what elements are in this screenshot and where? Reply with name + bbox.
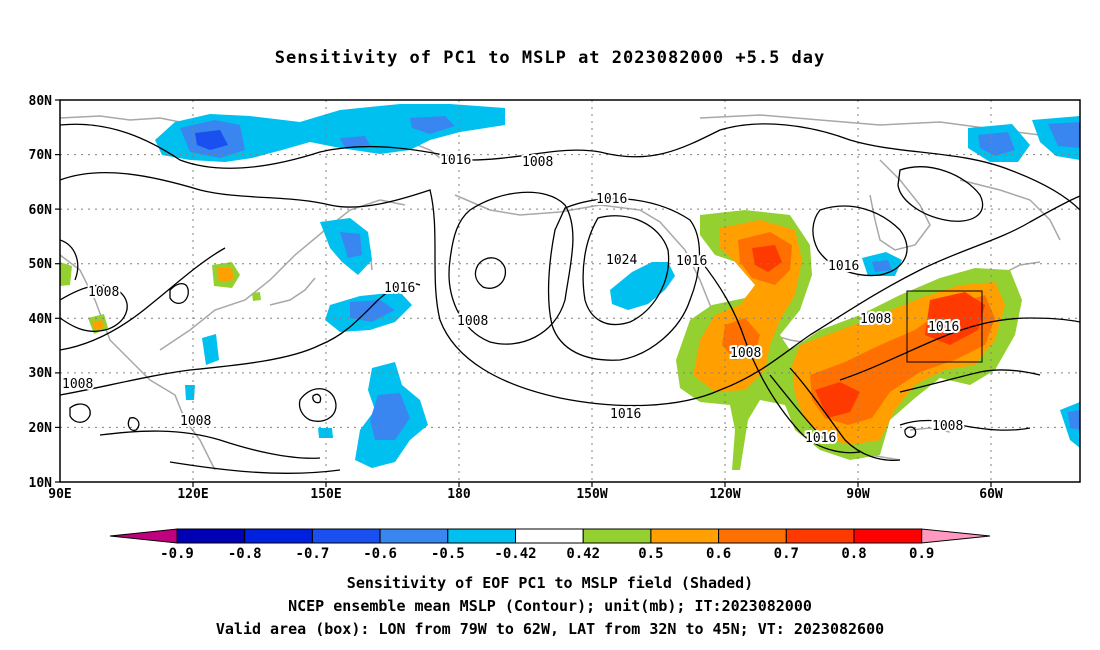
contour-label: 1016 — [828, 259, 859, 274]
lon-label: 90W — [846, 487, 870, 502]
colorbar-arrow-high — [921, 528, 991, 544]
lat-label: 70N — [29, 148, 53, 163]
colorbar-tick-label: 0.7 — [774, 546, 799, 562]
colorbar-swatch — [244, 528, 313, 544]
valid-area-box — [906, 290, 983, 363]
colorbar-tick-label: -0.7 — [296, 546, 330, 562]
lon-label: 120E — [177, 487, 208, 502]
lat-label: 60N — [29, 203, 53, 218]
colorbar-arrow-low — [109, 528, 178, 544]
colorbar-swatch — [379, 528, 449, 544]
lon-label: 150W — [576, 487, 607, 502]
caption-line-1: Sensitivity of EOF PC1 to MSLP field (Sh… — [346, 574, 754, 592]
lat-axis: 80N 70N 60N 50N 40N 30N 20N 10N — [29, 94, 60, 491]
lat-label: 80N — [29, 94, 53, 109]
contour-label: 1008 — [522, 155, 553, 170]
contour-label: 1008 — [860, 312, 891, 327]
colorbar-swatch — [311, 528, 381, 544]
lon-label: 180 — [447, 487, 471, 502]
contour-label: 1008 — [457, 314, 488, 329]
colorbar-swatch — [785, 528, 855, 544]
colorbar-swatch — [515, 528, 584, 544]
colorbar-tick-label: -0.5 — [431, 546, 465, 562]
contour-label: 1008 — [88, 285, 119, 300]
contour-label: 1016 — [610, 407, 641, 422]
contour-label: 1016 — [676, 254, 707, 269]
contour-label: 1008 — [180, 414, 211, 429]
plot-frame — [59, 99, 1081, 483]
caption-line-2: NCEP ensemble mean MSLP (Contour); unit(… — [288, 597, 812, 615]
colorbar-swatch — [853, 528, 923, 544]
contour-label: 1008 — [730, 346, 761, 361]
contour-label: 1016 — [805, 431, 836, 446]
colorbar-tick-label: 0.5 — [638, 546, 663, 562]
colorbar-swatch — [582, 528, 652, 544]
colorbar-swatch — [447, 528, 516, 544]
colorbar-swatch — [650, 528, 720, 544]
chart-title: Sensitivity of PC1 to MSLP at 2023082000… — [274, 48, 826, 68]
contour-labels: 1016 1008 1016 1024 1016 1016 1008 1016 … — [60, 151, 965, 448]
colorbar-tick-label: 0.9 — [909, 546, 934, 562]
lat-label: 50N — [29, 257, 53, 272]
colorbar-tick-label: 0.6 — [706, 546, 731, 562]
contour-label: 1008 — [932, 419, 963, 434]
contour-label: 1016 — [596, 192, 627, 207]
contour-label: 1016 — [928, 320, 959, 335]
positive-shading — [60, 210, 1022, 470]
colorbar-swatch — [718, 528, 787, 544]
contour-label: 1008 — [62, 377, 93, 392]
lon-axis: 90E 120E 150E 180 150W 120W 90W 60W — [48, 482, 1003, 502]
colorbar-tick-label: 0.42 — [566, 546, 600, 562]
colorbar-tick-label: -0.6 — [363, 546, 397, 562]
contour-label: 1016 — [384, 281, 415, 296]
caption-line-3: Valid area (box): LON from 79W to 62W, L… — [215, 620, 885, 638]
contour-label: 1024 — [606, 253, 637, 268]
colorbar-tick-label: -0.8 — [228, 546, 262, 562]
colorbar-tick-label: -0.42 — [494, 546, 536, 562]
mslp-contours — [60, 123, 1080, 474]
contour-label: 1016 — [440, 153, 471, 168]
lat-label: 30N — [29, 366, 53, 381]
lat-label: 10N — [29, 476, 53, 491]
lon-label: 150E — [310, 487, 341, 502]
lon-label: 120W — [709, 487, 740, 502]
negative-shading — [155, 104, 1080, 468]
lon-label: 60W — [979, 487, 1003, 502]
lat-label: 40N — [29, 312, 53, 327]
colorbar: -0.9 -0.8 -0.7 -0.6 -0.5 -0.42 0.42 0.5 0.6 0.7 0.… — [109, 528, 991, 562]
lon-label: 90E — [48, 487, 71, 502]
colorbar-tick-label: 0.8 — [841, 546, 866, 562]
lat-label: 20N — [29, 421, 53, 436]
colorbar-tick-label: -0.9 — [160, 546, 194, 562]
colorbar-swatch — [176, 528, 246, 544]
